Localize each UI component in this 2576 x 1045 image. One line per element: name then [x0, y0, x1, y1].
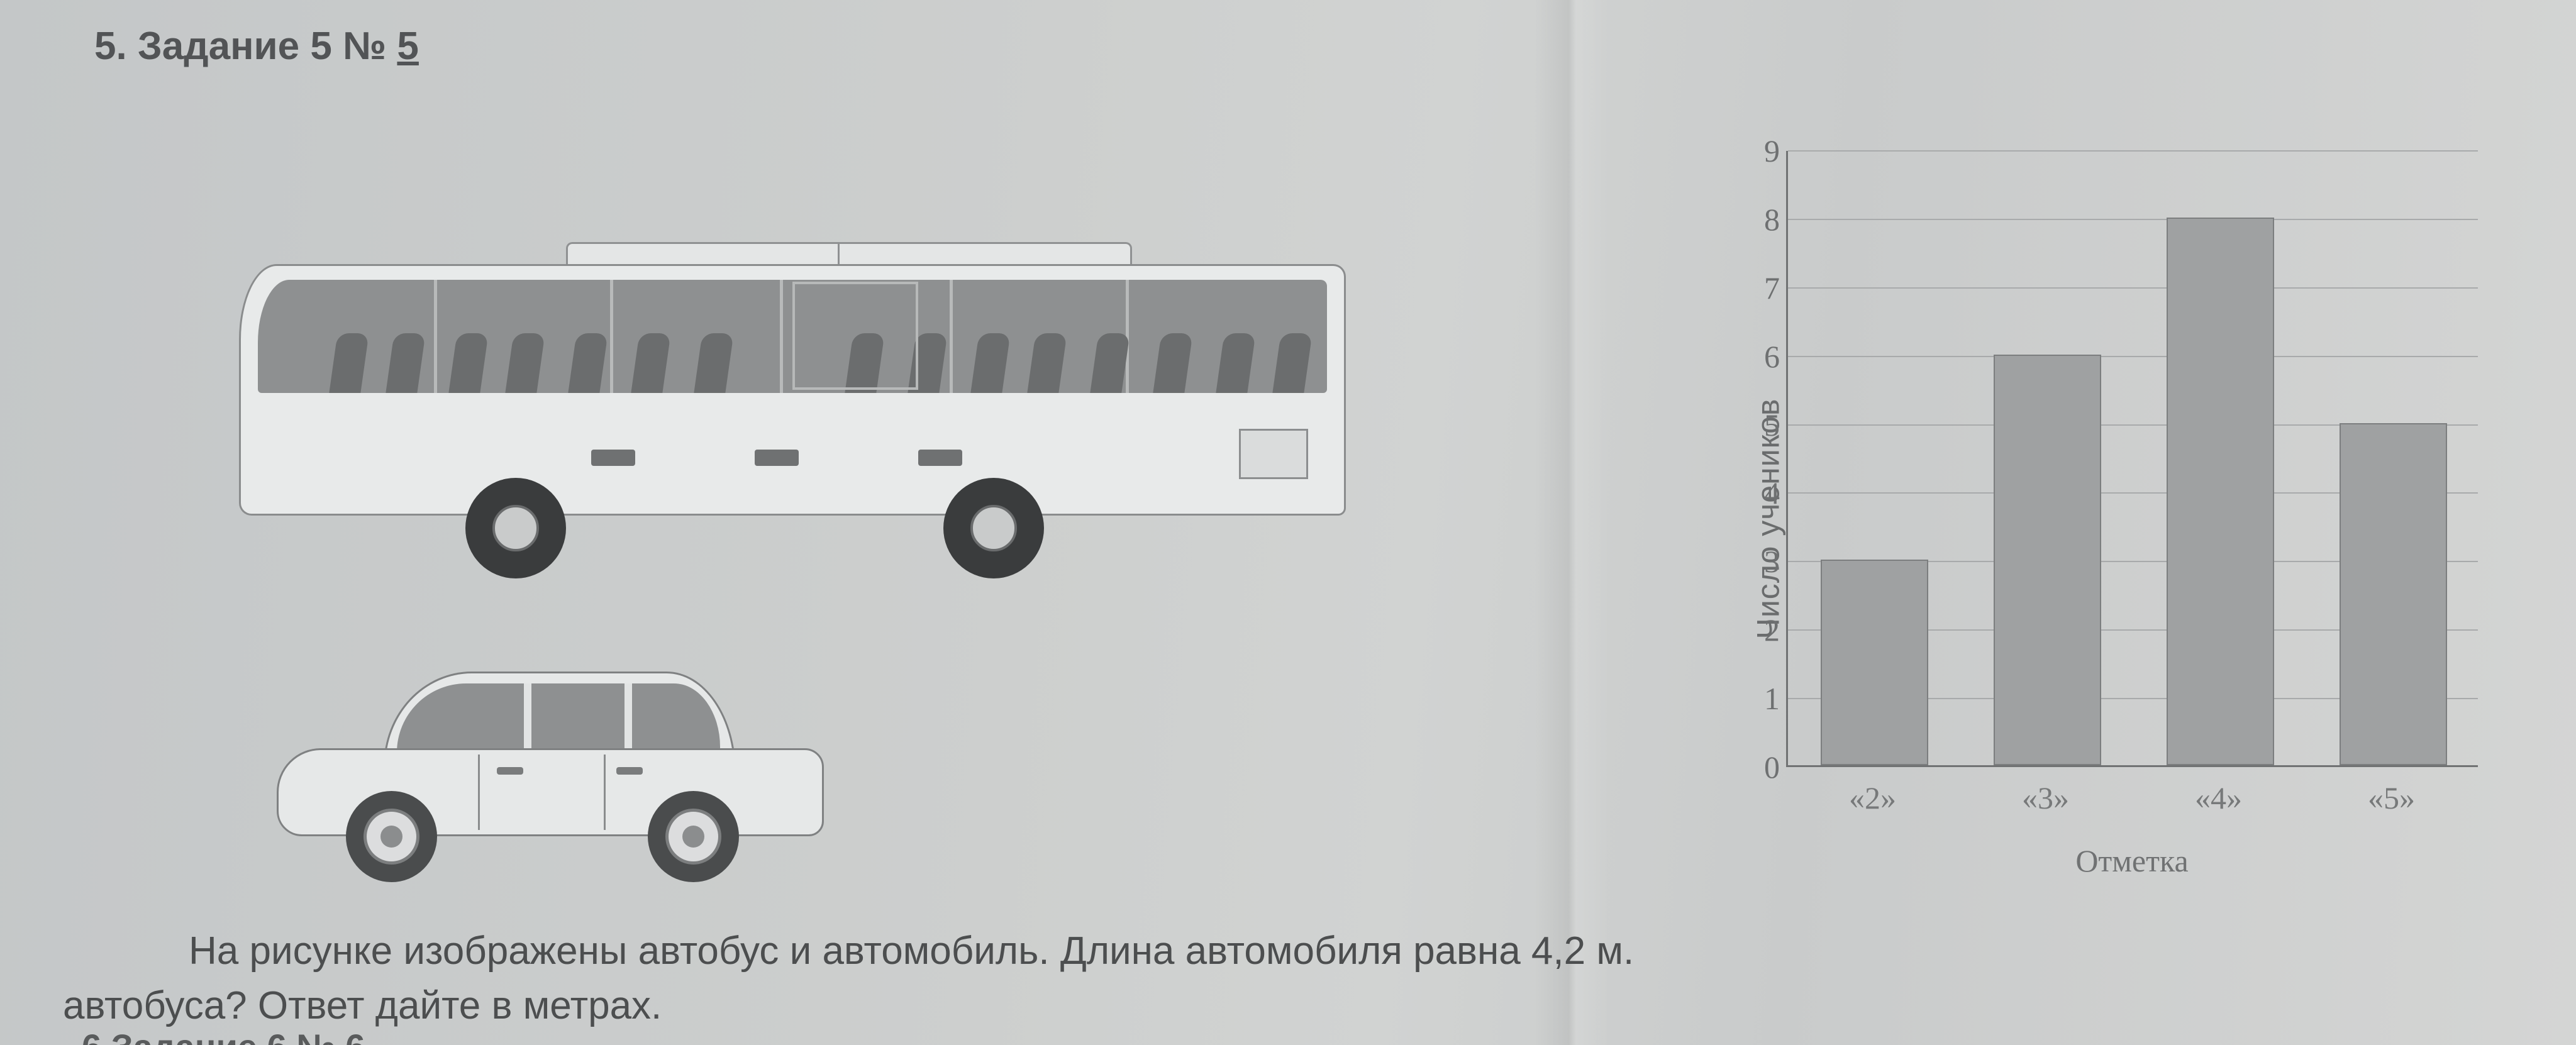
- chart-ytick: 6: [1748, 338, 1780, 375]
- car-door-line: [478, 755, 480, 830]
- heading-link-number: 5: [397, 25, 418, 68]
- bus-seat-silhouette: [1272, 333, 1312, 393]
- next-task-cutoff: 6 Задание 6 № 6: [82, 1026, 365, 1045]
- bus-seat-silhouette: [631, 333, 670, 393]
- bus-door-outline: [792, 282, 918, 390]
- bus-rear-panel: [1239, 429, 1308, 479]
- car-wheel-front: [346, 791, 437, 882]
- task-text: На рисунке изображены автобус и автомоби…: [189, 924, 2551, 1034]
- chart-ytick: 5: [1748, 407, 1780, 443]
- bus-seat-silhouette: [1153, 333, 1192, 393]
- bus-wheel-front: [465, 478, 566, 578]
- car-pillar: [625, 683, 632, 754]
- chart-bar: [1821, 560, 1928, 765]
- bus-seat-silhouette: [694, 333, 733, 393]
- chart-ytick: 4: [1748, 475, 1780, 511]
- chart-ytick: 7: [1748, 270, 1780, 306]
- bus-seat-silhouette: [329, 333, 369, 393]
- bus-seat-silhouette: [970, 333, 1010, 393]
- car-drawing: [277, 660, 824, 874]
- chart-gridline: [1788, 287, 2478, 289]
- car-pillar: [524, 683, 531, 754]
- bus-drawing: [239, 207, 1346, 560]
- chart-plot-area: [1786, 151, 2478, 767]
- car-wheel-hub: [665, 809, 722, 865]
- chart-gridline: [1788, 219, 2478, 220]
- bus-side-vent: [918, 450, 962, 466]
- bus-seat-silhouette: [1216, 333, 1255, 393]
- bus-seat-silhouette: [448, 333, 488, 393]
- car-door-line: [604, 755, 606, 830]
- page-fold: [1535, 0, 1610, 1045]
- chart-xlabel: Отметка: [1786, 843, 2478, 879]
- bus-window-divider: [780, 280, 783, 393]
- chart-gridline: [1788, 150, 2478, 152]
- car-glass: [397, 683, 720, 753]
- chart-ytick: 8: [1748, 201, 1780, 238]
- grades-chart: Число учеников Отметка 0123456789«2»«3»«…: [1660, 132, 2516, 905]
- bus-seat-silhouette: [386, 333, 425, 393]
- bus-roof: [566, 242, 1132, 265]
- bus-seat-silhouette: [1027, 333, 1067, 393]
- car-wheel-rear: [648, 791, 739, 882]
- bus-window-divider: [610, 280, 613, 393]
- chart-ytick: 0: [1748, 749, 1780, 785]
- bus-seat-silhouette: [1090, 333, 1130, 393]
- bus-window-divider: [950, 280, 953, 393]
- chart-ytick: 1: [1748, 680, 1780, 717]
- bus-seat-silhouette: [568, 333, 608, 393]
- chart-bar: [2340, 423, 2447, 765]
- bus-seat-silhouette: [505, 333, 545, 393]
- chart-gridline: [1788, 356, 2478, 357]
- chart-bar: [1994, 355, 2101, 765]
- car-wheel-hub: [364, 809, 420, 865]
- bus-side-vent: [591, 450, 635, 466]
- chart-xtick: «4»: [2132, 780, 2305, 816]
- chart-ytick: 3: [1748, 543, 1780, 580]
- bus-window-divider: [434, 280, 437, 393]
- task-text-line2: автобуса? Ответ дайте в метрах.: [63, 979, 2551, 1034]
- heading-prefix: 5. Задание 5 №: [94, 25, 397, 68]
- car-door-handle: [616, 767, 643, 775]
- task-heading: 5. Задание 5 № 5: [94, 24, 419, 69]
- chart-bar: [2167, 218, 2274, 765]
- bus-wheel-hub: [970, 505, 1017, 551]
- bus-side-vent: [755, 450, 799, 466]
- vehicles-figure: [239, 207, 1346, 874]
- chart-xtick: «3»: [1959, 780, 2132, 816]
- bus-wheel-rear: [943, 478, 1044, 578]
- car-door-handle: [497, 767, 523, 775]
- bus-wheel-hub: [492, 505, 539, 551]
- chart-xtick: «2»: [1786, 780, 1959, 816]
- chart-ytick: 2: [1748, 612, 1780, 648]
- task-text-line1: На рисунке изображены автобус и автомоби…: [189, 929, 1634, 973]
- chart-xtick: «5»: [2305, 780, 2478, 816]
- chart-ytick: 9: [1748, 133, 1780, 169]
